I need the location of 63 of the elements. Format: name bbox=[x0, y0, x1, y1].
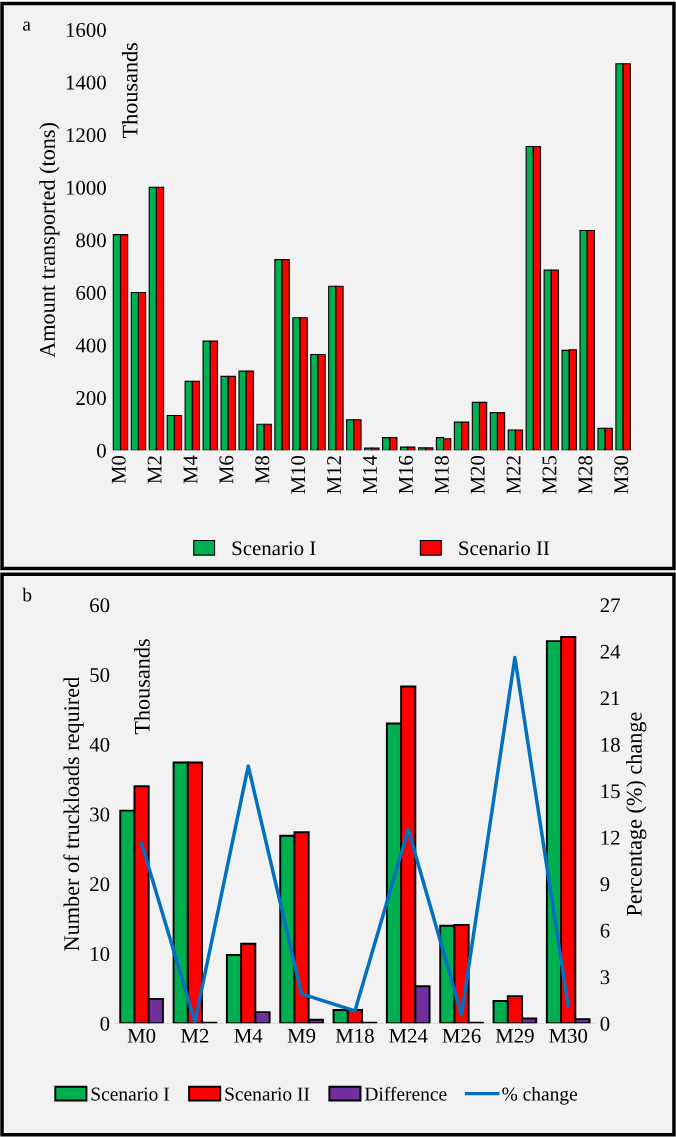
y-axis-title: Amount transported (tons) bbox=[39, 123, 60, 358]
x-tick-label: M4 bbox=[183, 455, 198, 484]
x-tick-label: M6 bbox=[219, 455, 234, 484]
x-tick-label: M24 bbox=[389, 1028, 428, 1043]
y-tick-label: 400 bbox=[75, 338, 106, 353]
y-tick-label: 0 bbox=[100, 1016, 110, 1031]
x-tick-label: M28 bbox=[578, 455, 593, 494]
y-tick-label: 50 bbox=[90, 667, 110, 683]
y2-tick-label: 3 bbox=[600, 970, 610, 985]
y2-tick-label: 9 bbox=[600, 877, 610, 892]
legend-label: % change bbox=[502, 1086, 578, 1105]
x-tick-label: M2 bbox=[181, 1028, 209, 1043]
y-tick-label: 1200 bbox=[66, 128, 106, 143]
y2-tick-label: 18 bbox=[601, 737, 620, 752]
x-tick-label: M30 bbox=[549, 1028, 588, 1043]
legend-label: Scenario I bbox=[232, 541, 316, 556]
x-tick-label: M18 bbox=[335, 1028, 374, 1043]
y2-tick-label: 0 bbox=[600, 1016, 610, 1031]
x-tick-label: M14 bbox=[363, 455, 377, 494]
y-tick-label: 1400 bbox=[66, 75, 106, 90]
annotation: Thousands bbox=[134, 639, 150, 735]
x-tick-label: M25 bbox=[542, 455, 557, 494]
y-tick-label: 800 bbox=[76, 233, 106, 248]
x-tick-label: M22 bbox=[506, 456, 521, 494]
legend-label: Difference bbox=[364, 1086, 447, 1101]
x-tick-label: M9 bbox=[287, 1028, 316, 1043]
y2-tick-label: 12 bbox=[601, 830, 620, 845]
legend-label: Scenario II bbox=[459, 541, 550, 556]
x-tick-label: M8 bbox=[255, 455, 270, 484]
x-tick-label: M20 bbox=[470, 455, 485, 494]
y2-tick-label: 24 bbox=[600, 644, 621, 659]
y-tick-label: 30 bbox=[90, 807, 110, 822]
x-tick-label: M26 bbox=[442, 1028, 481, 1043]
y-tick-label: 600 bbox=[76, 285, 106, 300]
y-tick-label: 200 bbox=[76, 391, 106, 406]
x-tick-label: M30 bbox=[614, 455, 629, 494]
y-tick-label: 0 bbox=[97, 443, 106, 458]
legend-label: Scenario II bbox=[225, 1087, 310, 1101]
x-tick-label: M12 bbox=[327, 456, 341, 494]
x-tick-label: M16 bbox=[398, 455, 413, 494]
y2-tick-label: 15 bbox=[601, 784, 620, 799]
y2-tick-label: 27 bbox=[600, 598, 620, 613]
x-tick-label: M0 bbox=[127, 1028, 156, 1043]
legend-label: Scenario I bbox=[91, 1087, 169, 1101]
y-tick-label: 1000 bbox=[66, 180, 106, 195]
text: b bbox=[22, 587, 32, 602]
y-tick-label: 1600 bbox=[66, 22, 106, 37]
text: a bbox=[22, 21, 31, 31]
y2-axis-title: Percentage (%) change bbox=[626, 712, 647, 916]
y2-tick-label: 6 bbox=[600, 923, 610, 938]
y-tick-label: 60 bbox=[90, 598, 110, 613]
x-tick-label: M10 bbox=[291, 455, 306, 494]
x-tick-label: M29 bbox=[495, 1028, 534, 1043]
x-tick-label: M0 bbox=[111, 455, 126, 484]
x-tick-label: M4 bbox=[234, 1028, 263, 1043]
y-tick-label: 10 bbox=[91, 946, 110, 961]
x-tick-label: M2 bbox=[147, 456, 162, 484]
x-tick-label: M18 bbox=[434, 455, 449, 494]
y-axis-title: Number of truckloads required bbox=[63, 677, 84, 951]
y-tick-label: 20 bbox=[90, 877, 110, 892]
y-tick-label: 40 bbox=[89, 737, 110, 752]
annotation: Thousands bbox=[121, 42, 138, 139]
y2-tick-label: 21 bbox=[600, 691, 620, 706]
